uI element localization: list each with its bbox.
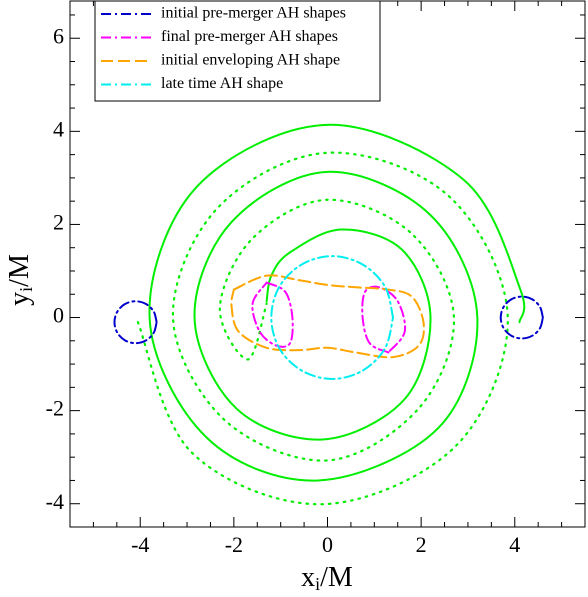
y-tick-label: 2 bbox=[53, 209, 64, 234]
series-line bbox=[136, 151, 509, 506]
y-tick-label: -2 bbox=[46, 396, 64, 421]
y-tick-label: -4 bbox=[46, 489, 64, 514]
legend: initial pre-merger AH shapes final pre-me… bbox=[94, 0, 381, 102]
x-axis-label: xi/M bbox=[301, 562, 353, 594]
x-tick-label: -4 bbox=[131, 532, 149, 557]
series-line bbox=[270, 255, 395, 380]
series-line bbox=[230, 274, 425, 359]
x-tick-label: 4 bbox=[509, 532, 520, 557]
x-tick-label: 0 bbox=[322, 532, 333, 557]
legend-label: late time AH shape bbox=[161, 75, 283, 92]
series-line bbox=[113, 295, 544, 345]
y-axis-label: yi/M bbox=[4, 254, 36, 306]
y-tick-label: 4 bbox=[53, 116, 64, 141]
legend-label: initial enveloping AH shape bbox=[161, 52, 340, 69]
series-line bbox=[148, 123, 526, 482]
x-tick-label: -2 bbox=[225, 532, 243, 557]
y-tick-label: 6 bbox=[53, 23, 64, 48]
legend-label: final pre-merger AH shapes bbox=[161, 28, 338, 45]
x-tick-label: 2 bbox=[416, 532, 427, 557]
legend-label: initial pre-merger AH shapes bbox=[161, 5, 346, 22]
y-tick-label: 0 bbox=[53, 303, 64, 328]
